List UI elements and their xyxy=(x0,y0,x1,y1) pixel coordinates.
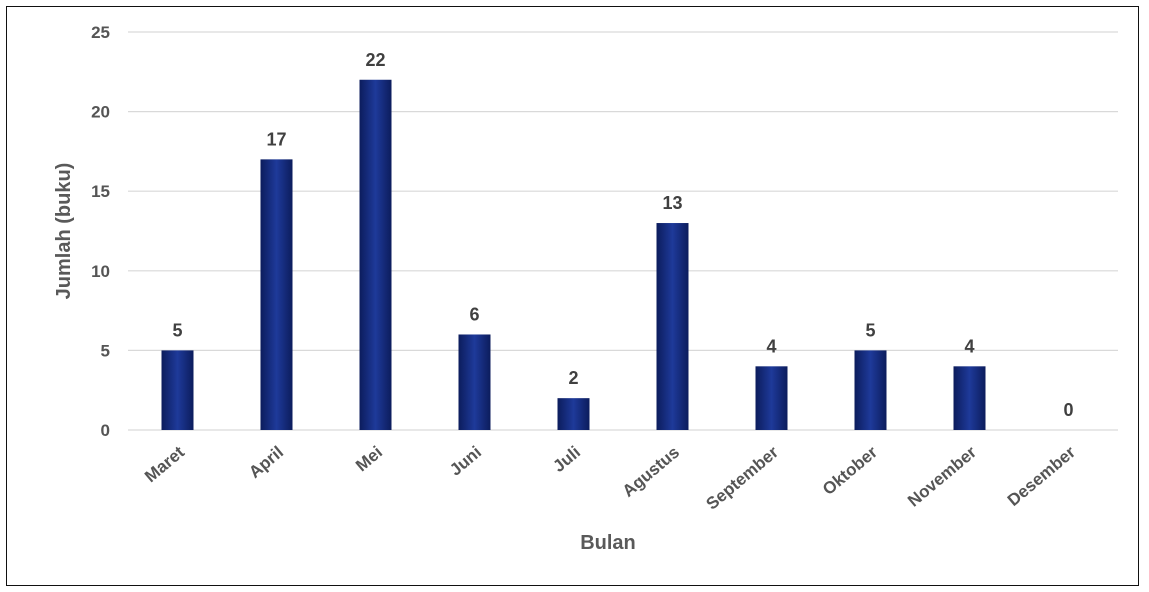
y-tick-label: 10 xyxy=(91,262,110,281)
data-label-mei: 22 xyxy=(365,50,385,70)
bars xyxy=(161,79,986,431)
x-axis-ticks: Maret April Mei Juni Juli Agustus September Okt… xyxy=(141,442,1079,513)
x-tick-label-juli: Juli xyxy=(549,443,584,476)
y-tick-label: 20 xyxy=(91,103,110,122)
bar-september xyxy=(755,366,788,430)
x-axis-title: Bulan xyxy=(580,532,636,554)
data-label-juni: 6 xyxy=(469,304,479,324)
data-label-november: 4 xyxy=(964,336,974,356)
bar-april xyxy=(260,159,293,431)
bar-agustus xyxy=(656,223,689,430)
data-label-september: 4 xyxy=(766,336,776,356)
bar-oktober xyxy=(854,350,887,430)
x-tick-label-juni: Juni xyxy=(446,443,485,480)
x-tick-label-oktober: Oktober xyxy=(819,442,881,499)
gridlines xyxy=(128,31,1118,431)
x-tick-label-november: November xyxy=(904,442,980,510)
y-axis-title: Jumlah (buku) xyxy=(53,163,75,300)
bar-mei xyxy=(359,79,392,430)
x-tick-label-mei: Mei xyxy=(352,443,386,476)
bar-juli xyxy=(557,398,590,430)
data-label-agustus: 13 xyxy=(662,193,682,213)
bar-juni xyxy=(458,334,491,430)
data-label-desember: 0 xyxy=(1063,400,1073,420)
bar-november xyxy=(953,366,986,430)
x-tick-label-september: September xyxy=(703,442,783,513)
data-label-oktober: 5 xyxy=(865,320,875,340)
data-label-maret: 5 xyxy=(172,320,182,340)
x-tick-label-agustus: Agustus xyxy=(619,443,683,501)
y-tick-label: 15 xyxy=(91,182,110,201)
bar-maret xyxy=(161,350,194,430)
x-tick-label-april: April xyxy=(245,443,287,482)
x-tick-label-maret: Maret xyxy=(141,442,188,486)
data-labels: 5 17 22 6 2 13 4 5 4 0 xyxy=(172,50,1073,420)
data-label-juli: 2 xyxy=(568,368,578,388)
y-tick-label: 5 xyxy=(101,341,110,360)
y-tick-label: 25 xyxy=(91,23,110,42)
data-label-april: 17 xyxy=(266,129,286,149)
y-axis-ticks: 0 5 10 15 20 25 xyxy=(91,23,110,440)
y-tick-label: 0 xyxy=(101,421,110,440)
chart-frame xyxy=(6,6,1139,586)
x-tick-label-desember: Desember xyxy=(1004,442,1079,510)
